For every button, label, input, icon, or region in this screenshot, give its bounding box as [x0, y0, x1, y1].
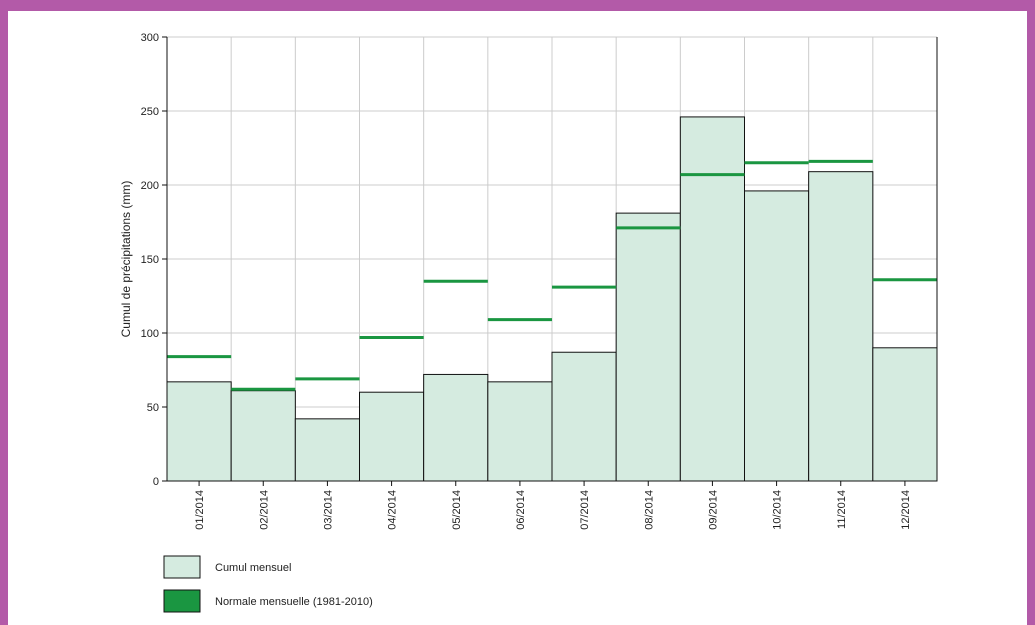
bar-02/2014: [230, 390, 296, 482]
bar-08/2014: [615, 212, 681, 482]
x-tick-label: 10/2014: [772, 490, 784, 530]
bar-05/2014: [423, 373, 489, 482]
bar-03/2014: [294, 418, 361, 482]
bars-cumul-mensuel: [166, 116, 938, 482]
x-tick-label: 08/2014: [643, 490, 655, 530]
legend: Cumul mensuel Normale mensuelle (1981-20…: [163, 555, 373, 613]
x-tick-label: 05/2014: [451, 490, 463, 530]
x-tick-label: 03/2014: [322, 490, 334, 530]
x-tick-label: 01/2014: [194, 490, 206, 530]
x-tick-label: 11/2014: [836, 490, 848, 529]
x-tick-label: 04/2014: [387, 490, 399, 530]
bar-06/2014: [487, 381, 553, 482]
y-axis-label: Cumul de précipitations (mm): [119, 181, 133, 338]
bar-11/2014: [808, 171, 874, 482]
bar-10/2014: [744, 190, 810, 482]
x-tick-label: 09/2014: [707, 490, 719, 530]
y-tick-label: 250: [141, 106, 159, 118]
y-tick-label: 300: [141, 32, 159, 44]
x-tick-label: 07/2014: [579, 490, 591, 530]
bar-09/2014: [679, 116, 745, 482]
x-tick-label: 12/2014: [900, 490, 912, 530]
bar-12/2014: [872, 347, 938, 482]
y-tick-labels: 0 50 100 150 200 250 300: [141, 32, 167, 488]
y-tick-label: 100: [141, 328, 159, 340]
normal-lines: [167, 159, 937, 391]
y-tick-label: 0: [153, 476, 159, 488]
x-tick-label: 02/2014: [258, 490, 270, 530]
legend-swatch-cumul: [163, 555, 201, 579]
legend-label-cumul: Cumul mensuel: [215, 562, 291, 574]
bar-04/2014: [359, 391, 425, 482]
legend-label-normale: Normale mensuelle (1981-2010): [215, 596, 373, 608]
y-tick-label: 200: [141, 180, 159, 192]
x-tick-labels: 01/2014 02/2014 03/2014 04/2014 05/2014 06/20…: [194, 481, 912, 530]
legend-swatch-normale: [163, 589, 201, 613]
y-tick-label: 50: [147, 402, 159, 414]
bar-01/2014: [166, 381, 232, 482]
bar-07/2014: [551, 351, 617, 482]
y-tick-label: 150: [141, 254, 159, 266]
x-tick-label: 06/2014: [515, 490, 527, 530]
